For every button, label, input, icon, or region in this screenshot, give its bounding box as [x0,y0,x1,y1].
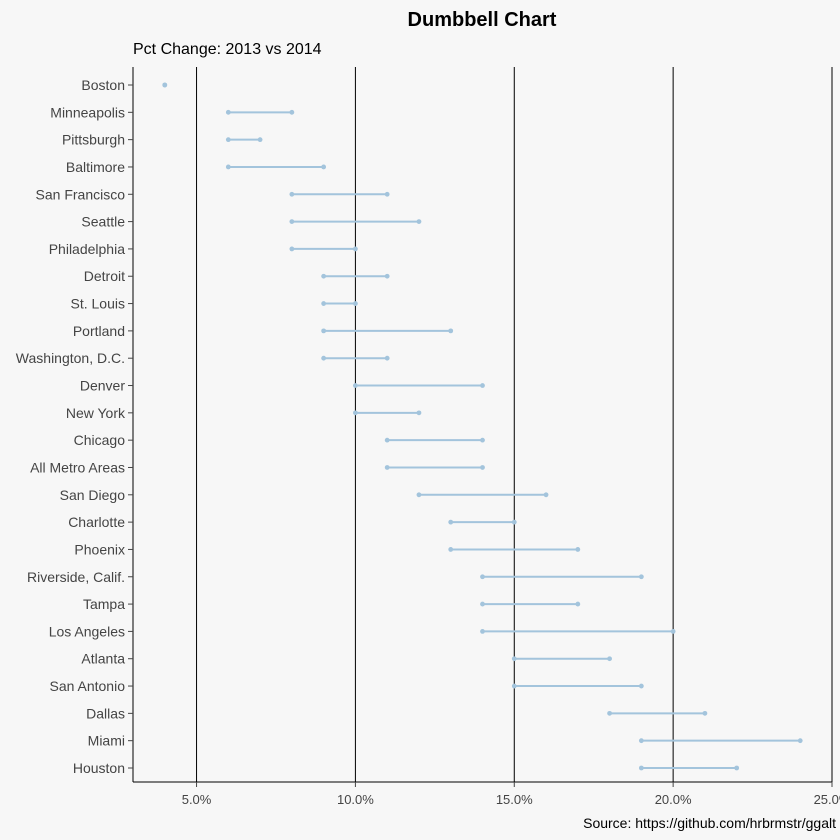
y-tick-labels: Boston Minneapolis Pittsburgh Baltimore San … [16,77,133,776]
point-2014-23 [702,710,708,716]
y-tick-label-19: Tampa [83,596,125,612]
point-2014-19 [575,601,581,607]
y-tick-label-5: Seattle [81,214,125,230]
point-2013-16 [448,519,454,525]
point-2013-20 [480,629,485,634]
point-2013-7 [321,273,327,279]
point-2014-10 [384,355,390,361]
dumbbell-marks [162,82,803,771]
y-tick-label-15: San Diego [60,487,126,503]
point-2014-2 [257,137,263,143]
point-2014-0 [162,82,168,88]
y-tick-label-17: Phoenix [74,541,125,557]
y-tick-label-24: Miami [88,733,125,749]
y-tick-label-6: Philadelphia [49,241,125,257]
point-2013-1 [225,109,231,115]
gridlines [196,67,833,782]
y-tick-label-2: Pittsburgh [62,132,125,148]
point-2014-1 [289,109,295,115]
y-tick-label-7: Detroit [84,268,125,284]
y-tick-label-23: Dallas [86,705,125,721]
point-2014-25 [734,765,740,771]
point-2013-12 [353,410,358,416]
point-2013-23 [607,710,612,716]
y-tick-label-12: New York [66,405,126,421]
point-2013-17 [448,547,454,552]
y-tick-label-4: San Francisco [36,186,126,202]
point-2014-22 [638,683,644,689]
y-tick-label-13: Chicago [74,432,126,448]
y-tick-label-21: Atlanta [81,651,125,667]
axes [132,67,832,783]
point-2014-14 [480,465,485,470]
point-2013-18 [480,574,485,580]
point-2014-6 [353,246,358,252]
point-2014-18 [638,574,644,580]
point-2013-10 [321,355,327,361]
point-2013-9 [321,328,327,334]
x-tick-label-3: 20.0% [655,792,692,807]
point-2013-11 [353,383,358,388]
x-tick-label-0: 5.0% [182,792,212,807]
point-2014-24 [797,738,803,744]
y-tick-label-14: All Metro Areas [30,459,125,475]
y-tick-label-10: Washington, D.C. [16,350,125,366]
chart-title: Dumbbell Chart [408,9,557,31]
point-2014-16 [511,519,517,525]
point-2014-3 [321,164,327,170]
x-tick-label-2: 15.0% [496,792,533,807]
y-tick-label-3: Baltimore [66,159,125,175]
point-2014-7 [384,273,390,279]
point-2014-21 [607,656,612,662]
point-2013-2 [225,137,231,143]
point-2014-12 [416,410,422,416]
point-2013-21 [511,656,517,662]
point-2013-8 [321,301,327,306]
y-tick-label-22: San Antonio [49,678,125,694]
y-tick-label-16: Charlotte [68,514,125,530]
x-tick-label-1: 10.0% [337,792,374,807]
x-tick-labels: 5.0% 10.0% 15.0% 20.0% 25.0% [182,782,840,807]
point-2014-20 [670,629,676,634]
y-tick-label-25: Houston [73,760,125,776]
x-tick-label-4: 25.0% [814,792,840,807]
point-2013-19 [480,601,485,607]
y-tick-label-18: Riverside, Calif. [27,569,125,585]
point-2013-5 [289,219,295,225]
point-2014-5 [416,219,422,225]
point-2014-11 [480,383,485,388]
point-2013-6 [289,246,295,252]
point-2013-13 [384,437,390,443]
point-2013-15 [416,492,422,498]
y-tick-label-9: Portland [73,323,125,339]
point-2013-25 [638,765,644,771]
y-tick-label-1: Minneapolis [50,104,125,120]
point-2013-4 [289,191,295,197]
point-2013-14 [384,465,390,470]
point-2013-24 [638,738,644,744]
y-tick-label-11: Denver [80,378,125,394]
y-tick-label-0: Boston [81,77,125,93]
chart-subtitle: Pct Change: 2013 vs 2014 [133,41,322,58]
point-2014-9 [448,328,454,334]
point-2014-17 [575,547,581,552]
y-tick-label-20: Los Angeles [49,623,125,639]
point-2014-13 [480,437,485,443]
point-2014-8 [353,301,358,306]
point-2013-3 [225,164,231,170]
y-tick-label-8: St. Louis [71,296,125,312]
chart-caption: Source: https://github.com/hrbrmstr/ggal… [583,815,836,831]
point-2014-15 [543,492,549,498]
point-2014-4 [384,191,390,197]
point-2013-22 [511,683,517,689]
